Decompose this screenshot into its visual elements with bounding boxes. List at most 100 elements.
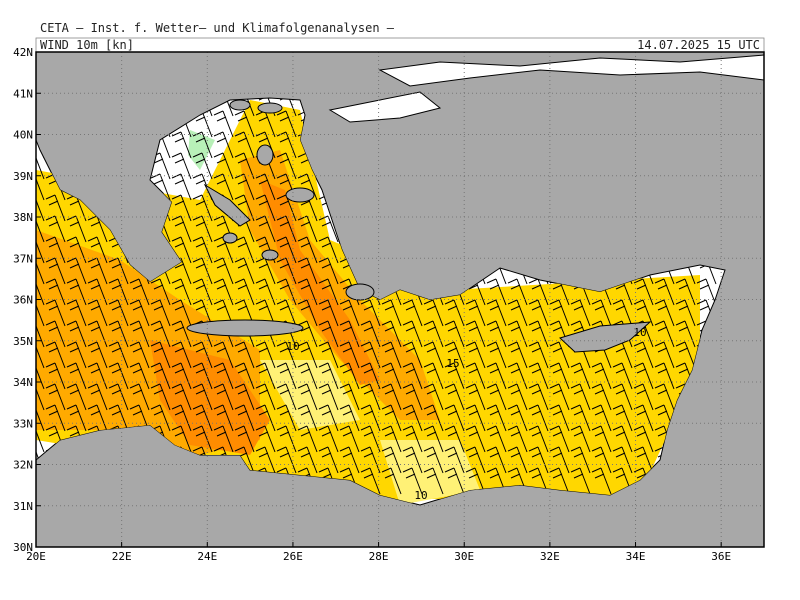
y-tick-label: 37N (13, 252, 33, 265)
wind-barb (276, 299, 297, 327)
wind-barb (402, 425, 423, 453)
wind-barb (444, 341, 465, 369)
wind-area (380, 440, 480, 505)
wind-barb (549, 383, 570, 411)
wind-barb (213, 425, 234, 453)
wind-barb (150, 278, 171, 306)
crete (186, 319, 304, 337)
wind-barb (318, 341, 339, 369)
wind-barb (45, 278, 66, 306)
wind-barb (36, 194, 45, 222)
wind-barb (381, 341, 402, 369)
wind-barb (45, 404, 66, 432)
y-tick-label: 40N (13, 129, 33, 142)
wind-barb (66, 404, 87, 432)
contour-label: 10 (286, 340, 299, 353)
wind-barb (549, 467, 570, 495)
wind-barb (612, 404, 633, 432)
wind-barb (66, 362, 87, 390)
wind-barb (276, 131, 297, 159)
wind-barb (129, 299, 150, 327)
wind-barb (171, 278, 192, 306)
wind-barb (297, 362, 318, 390)
y-tick-label: 38N (13, 211, 33, 224)
wind-barb (234, 257, 255, 285)
evia (203, 183, 251, 227)
wind-barb (318, 278, 339, 306)
wind-barb (66, 299, 87, 327)
wind-barb (297, 278, 318, 306)
wind-barb (360, 341, 381, 369)
wind-barb (129, 278, 150, 306)
wind-barb (402, 362, 423, 390)
wind-barb (234, 278, 255, 306)
wind-barb (234, 404, 255, 432)
wind-barb (507, 299, 528, 327)
wind-barb (486, 299, 507, 327)
wind-barb (297, 215, 318, 243)
wind-barb (444, 362, 465, 390)
wind-barb (213, 131, 234, 159)
wind-barb (36, 362, 45, 390)
wind-barb (444, 383, 465, 411)
wind-barb (507, 446, 528, 474)
wind-barb (129, 341, 150, 369)
wind-area (260, 360, 360, 430)
wind-barb (444, 320, 465, 348)
wind-barb (486, 383, 507, 411)
wind-barb (213, 362, 234, 390)
wind-barb (276, 278, 297, 306)
x-tick-label: 30E (454, 550, 474, 563)
wind-barb (36, 173, 45, 201)
wind-barb (255, 257, 276, 285)
wind-barb (381, 383, 402, 411)
wind-barb (465, 383, 486, 411)
y-tick-label: 33N (13, 417, 33, 430)
wind-barb (549, 404, 570, 432)
wind-barb (45, 236, 66, 264)
wind-barb (444, 446, 465, 474)
wind-barb (150, 383, 171, 411)
wind-barb (171, 404, 192, 432)
wind-barb (465, 341, 486, 369)
wind-barb (234, 110, 255, 138)
wind-barb (423, 299, 444, 327)
x-tick-label: 22E (112, 550, 132, 563)
wind-barb (654, 383, 675, 411)
wind-barb (528, 383, 549, 411)
wind-barb (339, 425, 360, 453)
wind-barb (633, 341, 654, 369)
wind-barb (360, 425, 381, 453)
wind-barb (255, 215, 276, 243)
wind-barb (486, 425, 507, 453)
wind-barb (213, 110, 234, 138)
wind-barb (213, 257, 234, 285)
wind-barb (360, 404, 381, 432)
wind-barb (192, 425, 213, 453)
wind-barb (171, 362, 192, 390)
wind-barb (612, 362, 633, 390)
wind-barb (108, 362, 129, 390)
y-tick-label: 36N (13, 294, 33, 307)
wind-barb (213, 341, 234, 369)
contour-label: 10 (414, 489, 427, 502)
wind-barb (45, 194, 66, 222)
wind-barb (612, 299, 633, 327)
wind-barb (36, 404, 45, 432)
wind-barb (87, 299, 108, 327)
wind-barb (591, 383, 612, 411)
wind-barb (66, 341, 87, 369)
wind-barb (66, 257, 87, 285)
wind-barb (402, 320, 423, 348)
wind-barb (570, 467, 591, 495)
header-title: CETA — Inst. f. Wetter— und Klimafolgena… (40, 21, 395, 35)
wind-barb (87, 215, 108, 243)
wind-barb (549, 341, 570, 369)
wind-barb (234, 362, 255, 390)
wind-barb (507, 362, 528, 390)
wind-barb (633, 383, 654, 411)
wind-barb (66, 215, 87, 243)
wind-barb (108, 383, 129, 411)
wind-barb (87, 278, 108, 306)
